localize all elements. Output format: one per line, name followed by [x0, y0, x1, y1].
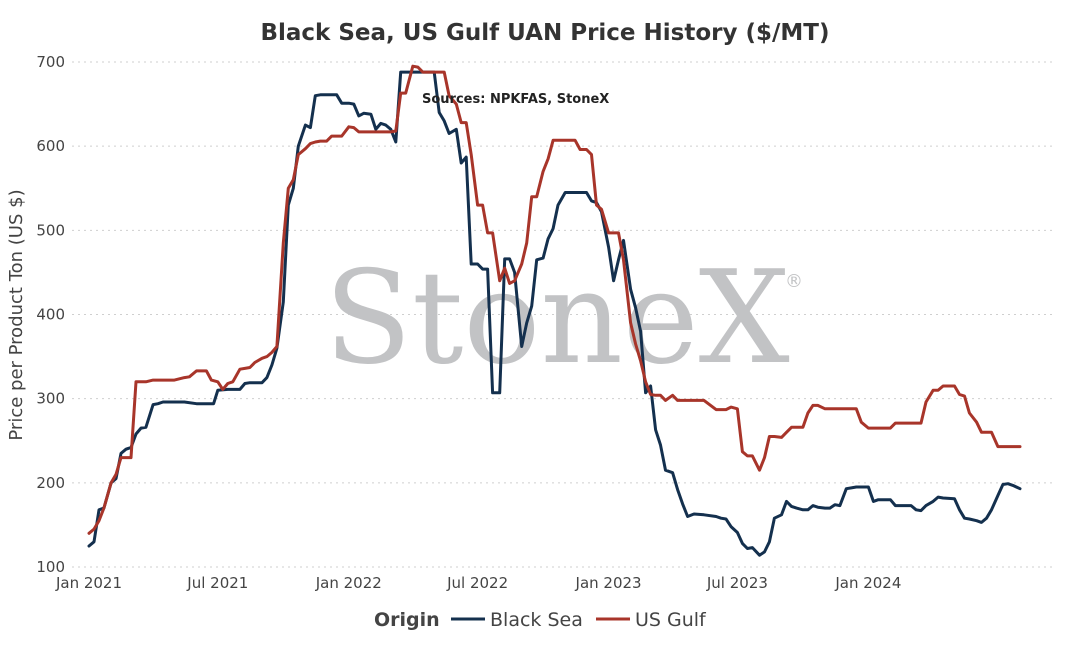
- y-tick-600: 600: [36, 137, 65, 155]
- x-tick-1: Jul 2021: [186, 574, 248, 592]
- x-tick-0: Jan 2021: [55, 574, 122, 592]
- y-tick-200: 200: [36, 474, 65, 492]
- legend-title: Origin: [374, 609, 440, 631]
- x-tick-6: Jan 2024: [834, 574, 901, 592]
- x-tick-2: Jan 2022: [315, 574, 382, 592]
- x-tick-labels: Jan 2021 Jul 2021 Jan 2022 Jul 2022 Jan 2023…: [55, 574, 901, 592]
- x-tick-5: Jul 2023: [706, 574, 768, 592]
- y-tick-700: 700: [36, 53, 65, 71]
- series-line-black-sea: [87, 70, 1022, 557]
- y-axis-label: Price per Product Ton (US $): [6, 189, 27, 440]
- legend-label-1: US Gulf: [635, 609, 707, 631]
- watermark-logo: StoneX: [324, 244, 790, 393]
- y-tick-100: 100: [36, 558, 65, 576]
- x-tick-3: Jul 2022: [446, 574, 508, 592]
- chart-title: Black Sea, US Gulf UAN Price History ($/…: [260, 20, 829, 46]
- watermark-registered-mark: ®: [785, 271, 803, 292]
- legend-label-0: Black Sea: [490, 609, 583, 631]
- series-line-us-gulf: [87, 64, 1022, 535]
- y-tick-300: 300: [36, 390, 65, 408]
- y-tick-400: 400: [36, 306, 65, 324]
- legend: Origin Black Sea US Gulf: [374, 609, 707, 631]
- y-tick-labels: 100 200 300 400 500 600 700: [36, 53, 65, 576]
- x-tick-4: Jan 2023: [575, 574, 642, 592]
- series-lines: [87, 64, 1022, 557]
- source-note: Sources: NPKFAS, StoneX: [422, 92, 609, 107]
- gridlines: [72, 61, 1052, 568]
- y-tick-500: 500: [36, 221, 65, 239]
